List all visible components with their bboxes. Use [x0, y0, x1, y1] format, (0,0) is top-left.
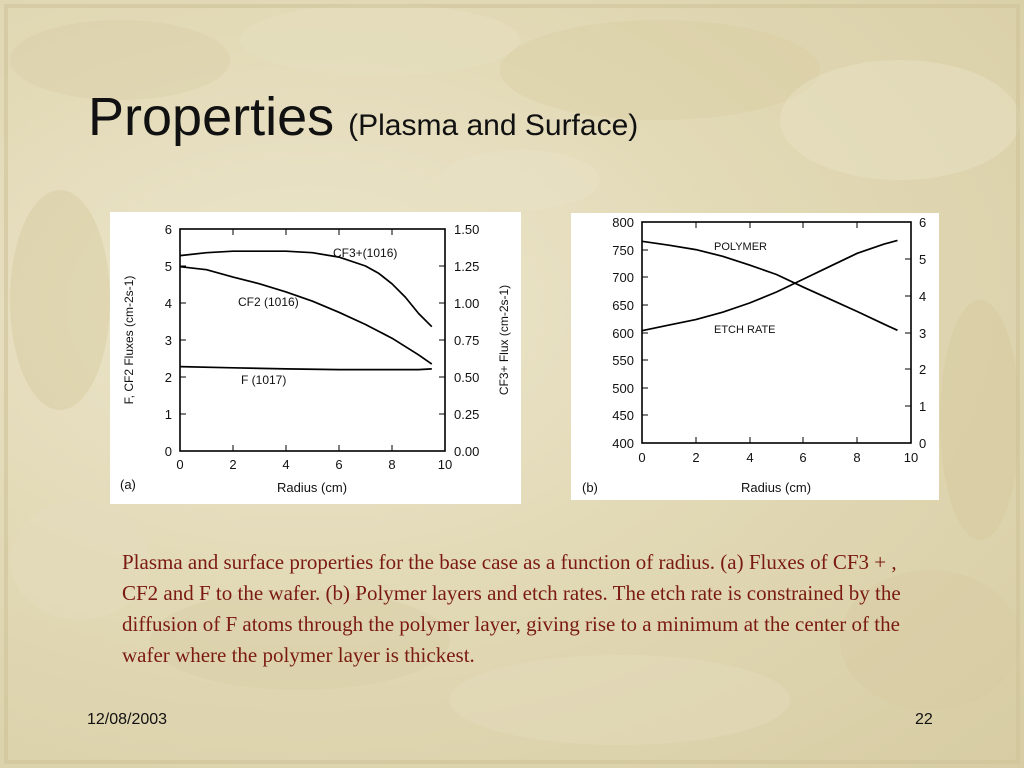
chart-a-x-tick-label: 8 — [388, 457, 395, 472]
figure-caption: Plasma and surface properties for the ba… — [122, 550, 901, 667]
chart-b-y-tick-label: 750 — [612, 243, 634, 258]
chart-a-y2-tick-label: 1.25 — [454, 259, 479, 274]
chart-a-y2-tick-label: 1.50 — [454, 222, 479, 237]
chart-b-x-tick-label: 6 — [799, 450, 806, 465]
series-label-etch-rate: ETCH RATE — [714, 324, 776, 336]
title-main: Properties — [88, 87, 335, 147]
chart-a-series-line-1 — [179, 265, 433, 365]
chart-b-y2-tick-label: 6 — [919, 215, 926, 230]
chart-a-y-tick-label: 0 — [165, 444, 172, 459]
chart-b-y2-tick-label: 2 — [919, 362, 926, 377]
chart-a-y2-tick-label: 0.50 — [454, 370, 479, 385]
chart-a-svg: 0 2 4 6 8 10 0 1 2 3 4 5 6 — [120, 222, 511, 495]
chart-b-y2-tick-label: 3 — [919, 326, 926, 341]
chart-a-panel-label: (a) — [120, 477, 136, 492]
chart-a-x-tick-label: 10 — [438, 457, 452, 472]
chart-a-y2-axis-label: CF3+ Flux (cm-2s-1) — [497, 285, 511, 395]
chart-a-panel: 0 2 4 6 8 10 0 1 2 3 4 5 6 — [110, 212, 521, 504]
chart-b-y-tick-label: 600 — [612, 326, 634, 341]
chart-a-x-tick-label: 4 — [282, 457, 289, 472]
series-label-polymer: POLYMER — [714, 241, 767, 253]
chart-b-y2-tick-label: 4 — [919, 289, 926, 304]
chart-b-x-axis-label: Radius (cm) — [741, 480, 811, 495]
chart-a-y2-tick-label: 0.00 — [454, 444, 479, 459]
chart-b-y2-ticks: 0 1 2 3 4 5 6 — [905, 215, 926, 451]
chart-a-y-tick-label: 6 — [165, 222, 172, 237]
chart-b-y-tick-label: 400 — [612, 436, 634, 451]
chart-b-y-tick-label: 700 — [612, 270, 634, 285]
chart-a-y2-ticks: 0.00 0.25 0.50 0.75 1.00 1.25 1.50 — [439, 222, 479, 459]
chart-a-y2-tick-label: 0.25 — [454, 407, 479, 422]
chart-b-y-tick-label: 650 — [612, 298, 634, 313]
chart-a-y-tick-label: 5 — [165, 259, 172, 274]
footer-page-number: 22 — [915, 711, 933, 728]
chart-b-y-tick-label: 800 — [612, 215, 634, 230]
chart-b-series-line-0 — [641, 240, 898, 332]
chart-a-plot-frame — [179, 228, 446, 452]
chart-b-x-ticks: 0 2 4 6 8 10 — [638, 222, 918, 465]
chart-a-x-ticks: 0 2 4 6 8 10 — [176, 229, 452, 472]
footer-date: 12/08/2003 — [87, 711, 168, 728]
slide-title: Properties (Plasma and Surface) — [88, 86, 638, 148]
chart-b-y2-tick-label: 0 — [919, 436, 926, 451]
chart-b-y-ticks: 400 450 500 550 600 650 700 750 800 — [612, 215, 648, 451]
chart-b-x-tick-label: 4 — [746, 450, 753, 465]
chart-b-y-tick-label: 550 — [612, 353, 634, 368]
chart-b-x-tick-label: 0 — [638, 450, 645, 465]
chart-a-y-tick-label: 1 — [165, 407, 172, 422]
chart-b-x-tick-label: 2 — [692, 450, 699, 465]
chart-b-series-line-1 — [641, 239, 898, 332]
series-label-cf3: CF3+(1016) — [333, 246, 397, 260]
chart-a-x-tick-label: 2 — [229, 457, 236, 472]
chart-a-y-ticks: 0 1 2 3 4 5 6 — [165, 222, 186, 459]
chart-a-x-tick-label: 6 — [335, 457, 342, 472]
chart-a-series-group — [179, 250, 433, 371]
chart-b-panel: 0 2 4 6 8 10 400 450 500 550 600 650 700… — [571, 213, 939, 500]
chart-a-y2-tick-label: 1.00 — [454, 296, 479, 311]
chart-a-y-tick-label: 2 — [165, 370, 172, 385]
chart-a-y2-tick-label: 0.75 — [454, 333, 479, 348]
chart-a-y-tick-label: 3 — [165, 333, 172, 348]
chart-b-plot-frame — [641, 221, 912, 444]
chart-b-y-tick-label: 450 — [612, 408, 634, 423]
chart-a-x-axis-label: Radius (cm) — [277, 480, 347, 495]
chart-b-svg: 0 2 4 6 8 10 400 450 500 550 600 650 700… — [582, 215, 926, 495]
series-label-cf2: CF2 (1016) — [238, 295, 299, 309]
chart-b-y2-tick-label: 1 — [919, 399, 926, 414]
chart-a-y-axis-label: F, CF2 Fluxes (cm-2s-1) — [122, 276, 136, 405]
chart-a-series-line-0 — [179, 250, 433, 328]
series-label-f: F (1017) — [241, 373, 286, 387]
chart-a-y-tick-label: 4 — [165, 296, 172, 311]
chart-a-x-tick-label: 0 — [176, 457, 183, 472]
chart-a-series-line-2 — [179, 365, 432, 371]
chart-b-y-tick-label: 500 — [612, 381, 634, 396]
chart-b-panel-label: (b) — [582, 480, 598, 495]
title-subtitle: (Plasma and Surface) — [348, 109, 639, 142]
chart-b-y2-tick-label: 5 — [919, 252, 926, 267]
chart-b-x-tick-label: 10 — [904, 450, 918, 465]
chart-b-series-group — [641, 239, 898, 332]
chart-b-x-tick-label: 8 — [853, 450, 860, 465]
